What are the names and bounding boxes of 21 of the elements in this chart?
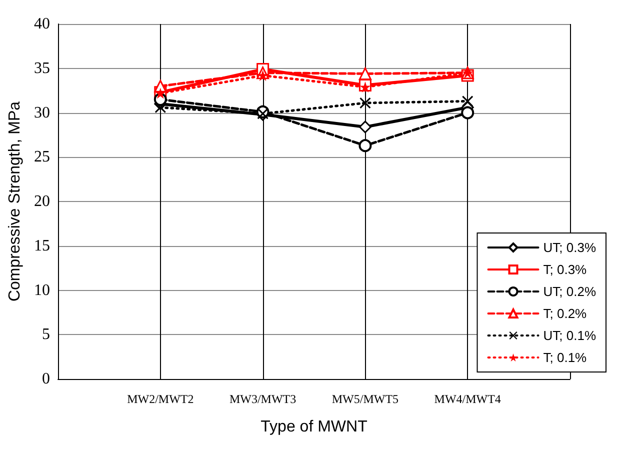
y-tick-label: 15: [34, 237, 50, 254]
legend-label: UT; 0.2%: [543, 284, 596, 299]
y-tick-label: 20: [34, 193, 50, 210]
x-tick-label: MW4/MWT4: [434, 392, 501, 406]
y-tick-label: 30: [34, 104, 50, 122]
x-axis-title: Type of MWNT: [260, 418, 368, 436]
y-tick-label: 5: [42, 326, 50, 344]
y-tick-label: 35: [34, 60, 50, 77]
y-tick-label: 25: [34, 148, 50, 166]
y-tick-label: 0: [42, 370, 50, 388]
legend-label: UT; 0.1%: [543, 328, 596, 343]
legend-label: T; 0.1%: [543, 350, 588, 365]
y-tick-label: 40: [34, 16, 50, 32]
x-tick-label: MW5/MWT5: [332, 392, 399, 406]
legend-label: T; 0.2%: [543, 306, 588, 321]
y-axis-title: Compressive Strength, MPa: [6, 101, 24, 302]
x-tick-label: MW2/MWT2: [127, 392, 194, 406]
x-tick-label: MW3/MWT3: [229, 392, 296, 406]
y-tick-label: 10: [34, 282, 50, 299]
legend-label: UT; 0.3%: [543, 240, 596, 255]
legend-label: T; 0.3%: [543, 262, 588, 277]
